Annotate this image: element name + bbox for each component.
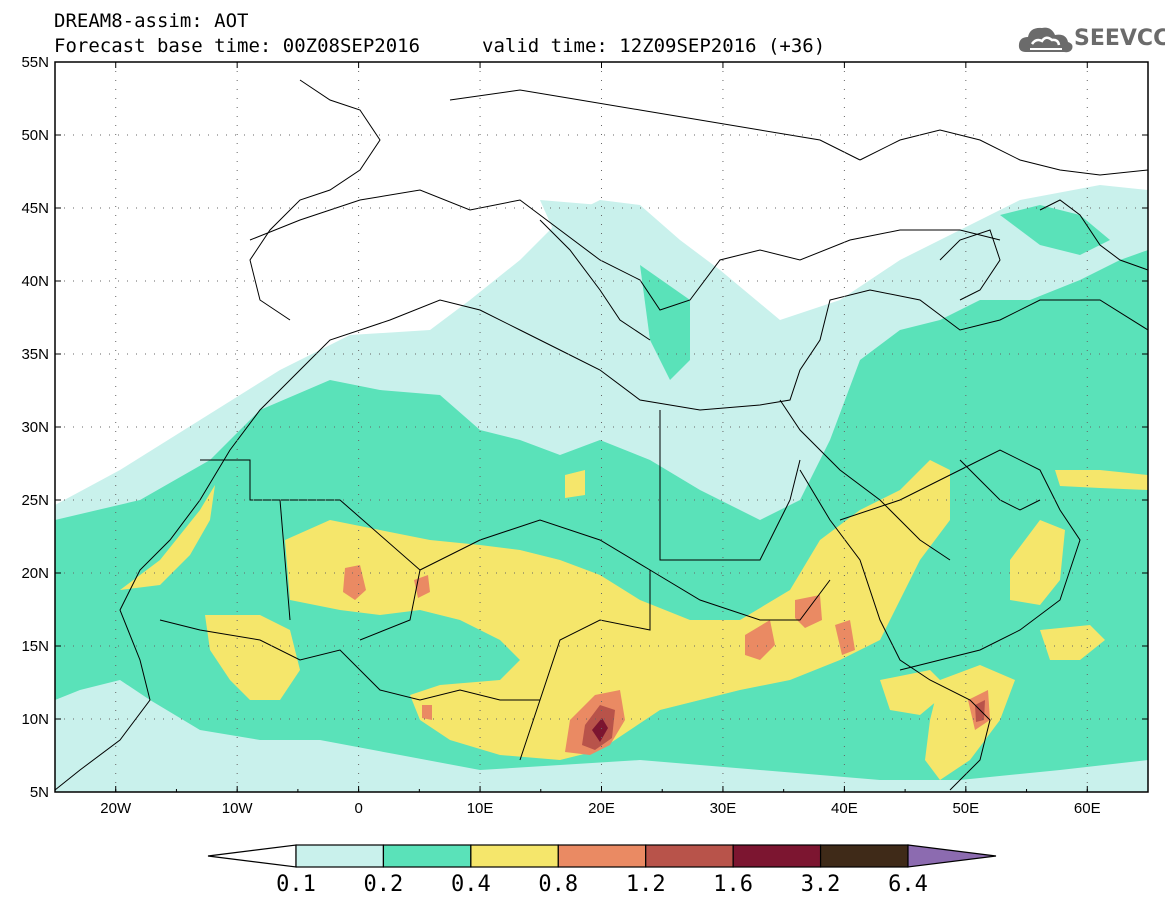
colorbar-label: 0.2 xyxy=(363,872,404,897)
lat-label: 20N xyxy=(21,565,49,582)
colorbar-label: 3.2 xyxy=(800,872,841,897)
lon-label: 20W xyxy=(100,800,132,817)
colorbar-box xyxy=(645,844,734,868)
logo-text: SEEVCCC xyxy=(1074,26,1165,51)
colorbar-label: 6.4 xyxy=(888,872,928,897)
lon-label: 10E xyxy=(467,800,494,817)
lon-label: 10W xyxy=(222,800,254,817)
lat-label: 10N xyxy=(21,711,49,728)
lat-label: 50N xyxy=(21,127,49,144)
forecast-base-time: Forecast base time: 00Z08SEP2016 xyxy=(54,35,421,57)
colorbar-box xyxy=(382,844,472,868)
seevccc-logo: SEEVCCC xyxy=(1018,22,1165,56)
lat-label: 35N xyxy=(21,346,49,363)
lon-label: 50E xyxy=(952,800,979,817)
colorbar-label: 1.6 xyxy=(713,872,754,897)
lon-label: 20E xyxy=(588,800,615,817)
cloud-logo-icon xyxy=(1018,27,1073,53)
colorbar-label: 0.1 xyxy=(276,872,316,897)
axis-ticks xyxy=(54,61,1149,793)
lat-label: 15N xyxy=(21,638,49,655)
colorbar-box xyxy=(557,844,647,868)
lat-label: 55N xyxy=(21,54,49,71)
longitude-labels: 20W 10W 0 10E 20E 30E 40E 50E 60E xyxy=(100,800,1100,817)
aot-level-1.6 xyxy=(592,718,608,742)
colorbar-label: 0.4 xyxy=(450,872,491,897)
aot-level-0.4 xyxy=(120,460,1148,780)
colorbar-over-triangle xyxy=(907,844,997,868)
lat-label: 40N xyxy=(21,273,49,290)
colorbar-box xyxy=(295,844,385,868)
lon-label: 30E xyxy=(710,800,737,817)
colorbar-under-triangle xyxy=(207,844,297,868)
lat-label: 45N xyxy=(21,200,49,217)
lon-label: 60E xyxy=(1074,800,1101,817)
colorbar-box xyxy=(732,844,822,868)
colorbar-box xyxy=(819,844,909,868)
map-title: DREAM8-assim: AOT xyxy=(54,10,249,32)
colorbar-label: 1.2 xyxy=(625,872,666,897)
coastlines xyxy=(55,79,1148,791)
lat-label: 5N xyxy=(30,784,49,801)
colorbar-box xyxy=(470,844,559,868)
valid-time: valid time: 12Z09SEP2016 (+36) xyxy=(482,35,826,57)
lon-label: 0 xyxy=(354,800,362,817)
colorbar-label: 0.8 xyxy=(538,872,579,897)
lat-label: 30N xyxy=(21,419,49,436)
aot-level-0.2 xyxy=(55,205,1148,780)
colorbar xyxy=(207,844,997,868)
lat-label: 25N xyxy=(21,492,49,509)
lon-label: 40E xyxy=(831,800,858,817)
latitude-labels: 55N 50N 45N 40N 35N 30N 25N 20N 15N 10N 5N xyxy=(21,54,49,801)
